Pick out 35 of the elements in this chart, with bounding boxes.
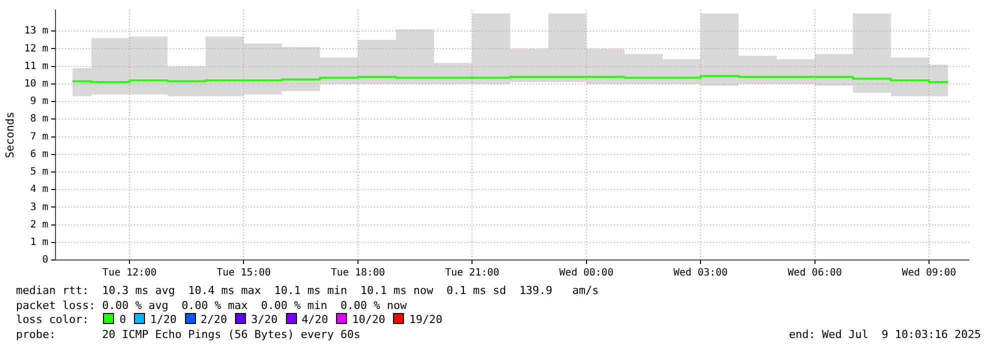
text: packet loss: 0.00 % avg 0.00 % max 0.00 % min 0.00 % now <box>16 298 408 313</box>
y-tick-label: 8 m <box>30 114 48 125</box>
y-tick-label: 11 m <box>24 60 48 72</box>
y-axis-title: Seconds <box>3 112 16 158</box>
y-tick-label: 10 m <box>24 78 48 90</box>
x-tick-label: Wed 06:00 <box>788 268 842 279</box>
x-tick-label: Tue 18:00 <box>330 268 386 279</box>
legend-label: 2/20 <box>200 313 228 326</box>
y-tick-label: 5 m <box>30 166 48 178</box>
legend-label: 4/20 <box>302 313 328 326</box>
y-tick-label: 6 m <box>30 148 48 160</box>
x-tick-label: Wed 09:00 <box>902 268 956 279</box>
y-tick-label: 2 m <box>30 219 48 230</box>
y-tick-label: 4 m <box>30 184 48 196</box>
x-tick-label: Tue 15:00 <box>216 268 271 279</box>
y-tick-label: 9 m <box>30 96 48 108</box>
x-tick-label: Wed 00:00 <box>559 268 614 279</box>
legend-label: 0 <box>119 313 126 326</box>
y-tick-label: 12 m <box>24 43 48 54</box>
text: median rtt: 10.3 ms avg 10.4 ms max 10.1 ms min 10.1 ms now 0.1 ms sd 139.9 am/s <box>16 284 600 298</box>
y-tick-label: 13 m <box>24 26 48 37</box>
x-tick-label: Tue 12:00 <box>102 268 157 279</box>
y-tick-label: 3 m <box>30 202 48 213</box>
x-tick-label: Tue 21:00 <box>445 268 500 279</box>
text: end: Wed Jul 9 10:03:16 2025 <box>788 328 981 342</box>
legend-label: 1/20 <box>150 313 177 326</box>
legend-title: loss color: <box>16 313 89 326</box>
y-tick-label: 1 m <box>30 236 48 248</box>
text: probe: 20 ICMP Echo Pings (56 Bytes) every 60s <box>16 328 360 340</box>
legend-label: 3/20 <box>251 313 278 326</box>
y-tick-label: 0 <box>42 254 48 266</box>
x-tick-label: Wed 03:00 <box>674 268 728 279</box>
legend-label: 10/20 <box>352 313 386 326</box>
y-tick-label: 7 m <box>30 131 48 142</box>
legend-label: 19/20 <box>409 313 442 326</box>
